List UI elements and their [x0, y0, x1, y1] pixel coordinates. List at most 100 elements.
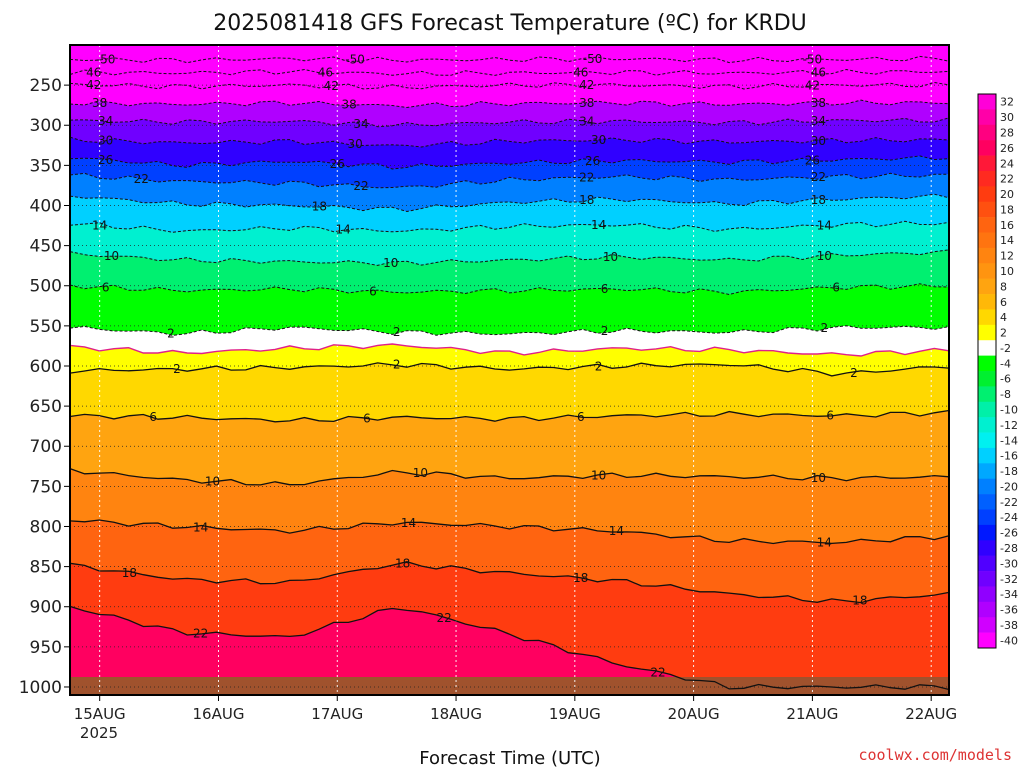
isotherm-14: [69, 519, 950, 545]
isotherm-label: 14: [591, 218, 606, 232]
isotherm-22: [69, 605, 950, 691]
y-tick-label: 400: [30, 196, 62, 216]
isotherm-label: 14: [401, 516, 416, 530]
band-14: [70, 520, 949, 603]
colorbar-swatch: [978, 432, 996, 449]
colorbar-swatch: [978, 632, 996, 649]
colorbar-swatch: [978, 417, 996, 433]
y-axis: 250 300 350 400 450 500 550 600 650 700 750 800 850 9…: [19, 76, 70, 698]
isotherm-label: 6: [102, 280, 110, 294]
isotherm-label: 22: [811, 170, 826, 184]
colorbar-swatch: [978, 371, 996, 387]
isotherm-label: 10: [413, 466, 428, 480]
isotherm-label: 6: [363, 411, 371, 425]
colorbar-swatch: [978, 340, 996, 356]
colorbar-swatch: [978, 201, 996, 218]
isotherm-label: 38: [92, 96, 107, 110]
colorbar-label: -12: [1000, 419, 1018, 432]
colorbar-swatch: [978, 540, 996, 556]
isotherm-label: 14: [817, 218, 832, 232]
colorbar-swatch: [978, 478, 996, 495]
colorbar-label: 8: [1000, 280, 1007, 293]
x-tick-label: 18AUG: [430, 705, 482, 723]
colorbar-swatch: [978, 186, 996, 203]
colorbar-swatch: [978, 601, 996, 618]
x-tick-label: 20AUG: [668, 705, 720, 723]
band--14: [70, 221, 949, 266]
colorbar-swatch: [978, 324, 996, 341]
colorbar-label: -10: [1000, 403, 1018, 416]
colorbar-swatch: [978, 309, 996, 326]
isotherm-label: 38: [811, 96, 826, 110]
isotherm-label: -50: [803, 53, 823, 67]
isotherm-label: 30: [591, 133, 606, 147]
colorbar-label: -14: [1000, 434, 1018, 447]
y-tick-label: 700: [30, 437, 62, 457]
isotherm-6: [69, 409, 950, 423]
colorbar-swatch: [978, 155, 996, 172]
colorbar-frame: [977, 93, 997, 649]
isotherm--2: [69, 325, 950, 336]
y-tick-label: 800: [30, 517, 62, 537]
colorbar-label: 18: [1000, 203, 1014, 216]
isotherm-label: 22: [650, 665, 665, 679]
isotherm-label: 18: [852, 593, 867, 607]
isotherm-label: 14: [817, 535, 832, 549]
isotherm-label: 10: [591, 469, 606, 483]
isotherm--22: [69, 172, 949, 189]
colorbar-label: 16: [1000, 219, 1014, 232]
colorbar-swatch: [978, 447, 996, 464]
colorbar-swatch: [978, 401, 996, 418]
isotherm-lines: [69, 55, 950, 691]
colorbar-label: 20: [1000, 188, 1014, 201]
colorbar-swatch: [978, 217, 996, 233]
colorbar-swatch: [978, 617, 996, 633]
isotherm-label: 22: [353, 179, 368, 193]
colorbar: 32 30 28 26 24 22 20 18 16 14 12 10 8 6 4 2 -2 -4 -6 -8 -10 -…: [977, 93, 1018, 649]
isotherm--42: [69, 81, 950, 90]
colorbar-swatch: [978, 109, 996, 126]
isotherm--10: [69, 249, 950, 266]
colorbar-label: 4: [1000, 311, 1007, 324]
isotherm-label: 10: [811, 471, 826, 485]
colorbar-label: -34: [1000, 588, 1018, 601]
isotherm-label: 10: [383, 256, 398, 270]
x-axis-year: 2025: [80, 724, 118, 742]
isotherm-label: 18: [122, 566, 137, 580]
band--30: [70, 137, 949, 169]
colorbar-label: -38: [1000, 619, 1018, 632]
x-tick-label: 17AUG: [311, 705, 363, 723]
x-axis: 15AUG 16AUG 17AUG 18AUG 19AUG 20AUG 21AUG 22AUG: [74, 695, 957, 723]
y-tick-label: 750: [30, 477, 62, 497]
colorbar-label: -20: [1000, 480, 1018, 493]
colorbar-label: 24: [1000, 157, 1014, 170]
y-tick-label: 450: [30, 237, 62, 257]
isotherm-label: 42: [324, 79, 339, 93]
colorbar-label: 6: [1000, 296, 1007, 309]
y-tick-label: 500: [30, 277, 62, 297]
colorbar-swatch: [978, 463, 996, 480]
colorbar-swatch: [978, 386, 996, 403]
isotherm-label: 46: [318, 65, 333, 79]
isotherm-label: 30: [98, 134, 113, 148]
isotherm-label: 2: [601, 324, 609, 338]
colorbar-swatch: [978, 124, 996, 141]
isotherm-label: 14: [609, 524, 624, 538]
isotherm-label: 46: [811, 65, 826, 79]
isotherm-10: [69, 467, 950, 486]
isotherm-label: 18: [395, 557, 410, 571]
band-22: [70, 606, 949, 695]
band-10: [70, 468, 949, 544]
isotherm-label: 14: [193, 520, 208, 534]
colorbar-label: 12: [1000, 250, 1014, 263]
colorbar-swatch: [978, 509, 996, 526]
colorbar-swatch: [978, 140, 996, 156]
band--34: [70, 117, 949, 147]
isotherm-label: 42: [86, 78, 101, 92]
band--42: [70, 82, 949, 108]
isotherm-label: 22: [193, 626, 208, 640]
isotherm-label: 10: [603, 250, 618, 264]
colorbar-label: 28: [1000, 126, 1014, 139]
